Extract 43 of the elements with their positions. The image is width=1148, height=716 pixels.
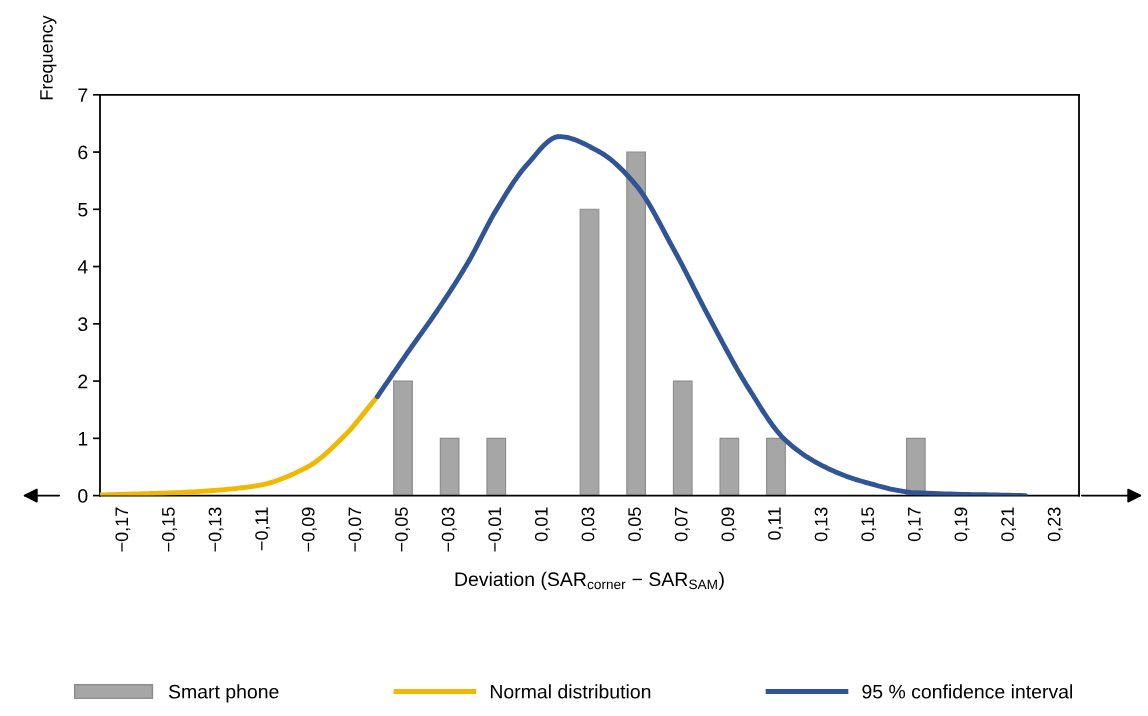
bar: [766, 437, 786, 496]
y-axis-title: Frequency: [40, 15, 57, 100]
x-tick-label: 0,15: [861, 507, 877, 542]
x-tick-label: 0,19: [954, 507, 970, 542]
x-tick-label: 0,03: [581, 507, 597, 542]
x-tick-label: 0,09: [721, 507, 737, 542]
bar: [579, 208, 600, 496]
bar: [486, 437, 507, 496]
x-tick-label: 0,23: [1047, 507, 1063, 542]
legend-label: Smart phone: [168, 684, 279, 703]
x-tick-label: −0,01: [488, 507, 504, 552]
x-tick-label: −0,07: [348, 507, 364, 552]
y-tick-label: 3: [78, 317, 88, 332]
x-tick-label: 0,11: [768, 507, 783, 540]
bar: [626, 151, 646, 496]
x-tick-label: 0,07: [674, 507, 690, 542]
bar: [719, 437, 740, 496]
x-tick-label: −0,09: [301, 507, 317, 552]
bar: [393, 380, 413, 496]
bar: [439, 437, 460, 496]
x-tick-label: −0,15: [161, 507, 177, 552]
x-tick-label: −0,11: [255, 507, 271, 551]
bar: [905, 437, 926, 496]
y-tick-label: 4: [77, 260, 88, 274]
y-tick-label: 0: [78, 489, 88, 503]
y-tick-label: 6: [78, 145, 88, 160]
x-tick-label: 0,21: [1001, 507, 1017, 542]
x-tick-label: −0,13: [208, 507, 224, 552]
y-tick-label: 1: [78, 432, 88, 446]
x-tick-label: 0,13: [814, 507, 830, 542]
y-tick-label: 7: [78, 88, 88, 102]
legend-label: 95 % confidence interval: [862, 684, 1073, 699]
x-tick-label: 0,05: [628, 507, 644, 542]
x-axis-title: Deviation (SAR$_{corner}$ − SAR$_{SAM}$): [455, 571, 724, 590]
y-tick-label: 2: [78, 374, 88, 389]
legend-label: Normal distribution: [490, 684, 651, 699]
x-tick-label: −0,03: [441, 507, 457, 552]
x-tick-label: −0,05: [395, 507, 410, 552]
x-tick-label: −0,17: [115, 507, 131, 552]
x-tick-label: 0,17: [907, 507, 923, 542]
bar: [672, 380, 693, 496]
x-tick-label: 0,01: [534, 507, 550, 542]
y-tick-label: 5: [78, 202, 88, 217]
